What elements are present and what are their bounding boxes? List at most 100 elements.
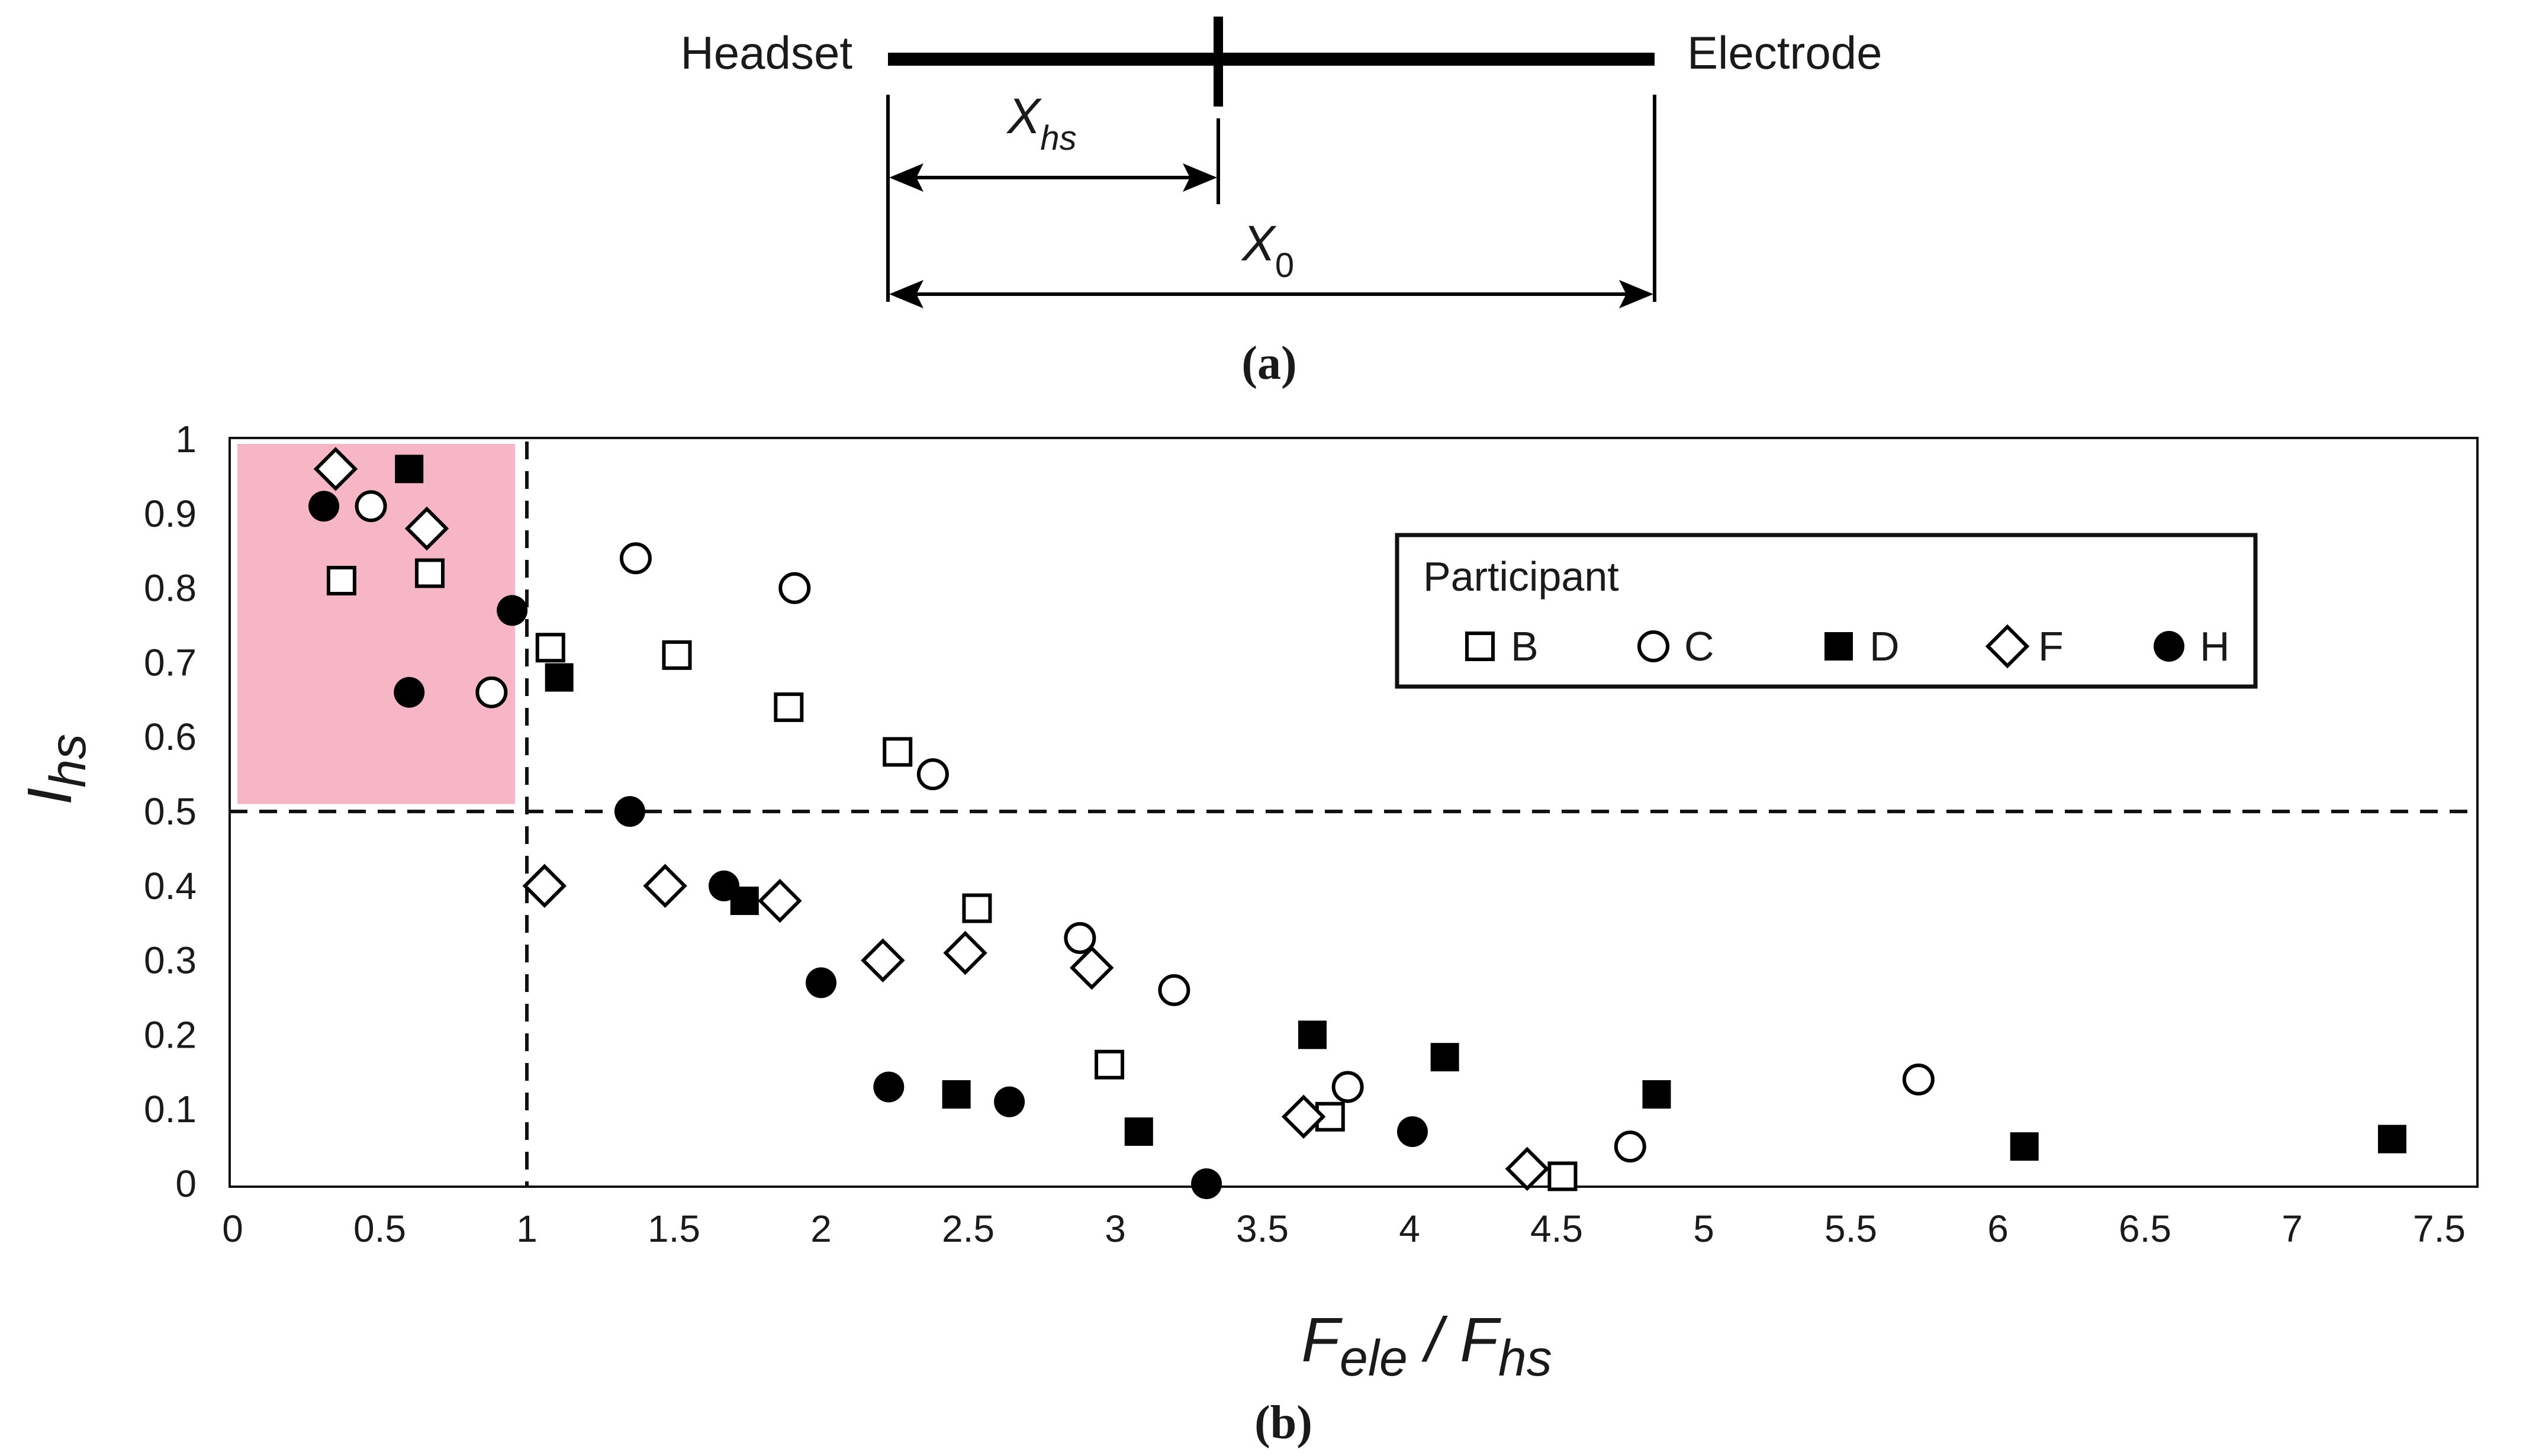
data-point xyxy=(758,878,802,923)
data-point xyxy=(1298,1020,1327,1049)
legend-title: Participant xyxy=(1423,553,1619,600)
x-axis-label: Fele / Fhs xyxy=(1301,1305,1552,1387)
xhs-label: Xhs xyxy=(1006,88,1076,157)
x-tick-label: 2 xyxy=(810,1207,832,1250)
data-point xyxy=(2010,1132,2039,1161)
data-point xyxy=(643,864,687,909)
x0-dimension-arrow xyxy=(889,280,1653,308)
diagram-panel: Headset Electrode Xhs X0 (a) xyxy=(680,17,1882,389)
legend-label-h: H xyxy=(2200,623,2230,669)
series-c xyxy=(355,490,1935,1163)
data-point xyxy=(861,938,905,983)
data-point xyxy=(1281,1094,1326,1139)
y-tick-label: 0.4 xyxy=(144,865,197,907)
x-tick-label: 1.5 xyxy=(648,1207,700,1250)
data-point xyxy=(522,864,567,909)
data-point xyxy=(1547,1161,1578,1191)
data-point xyxy=(475,676,508,708)
y-tick-label: 0 xyxy=(175,1162,197,1205)
data-point xyxy=(1124,1117,1153,1146)
electrode-label: Electrode xyxy=(1687,27,1882,79)
data-point xyxy=(355,490,387,523)
y-axis-label: Ihs xyxy=(15,734,96,805)
data-point xyxy=(414,558,445,588)
y-tick-label: 0.2 xyxy=(144,1013,197,1056)
x-axis-ticks: 0 0.5 1 1.5 2 2.5 3 3.5 4 4.5 5 5.5 6 6.5 7 7.5 xyxy=(222,1207,2466,1250)
data-point xyxy=(943,930,987,975)
x-tick-label: 3 xyxy=(1105,1207,1126,1250)
data-point xyxy=(395,455,424,484)
legend-marker-d xyxy=(1824,632,1853,661)
x-tick-label: 2.5 xyxy=(942,1207,995,1250)
y-axis-ticks: 0 0.1 0.2 0.3 0.4 0.5 0.6 0.7 0.8 0.9 1 xyxy=(144,418,197,1205)
data-point xyxy=(1396,1116,1428,1147)
x-tick-label: 6 xyxy=(1987,1207,2009,1250)
x-tick-label: 7 xyxy=(2281,1207,2303,1250)
data-point xyxy=(1095,1049,1125,1080)
data-point xyxy=(614,796,645,827)
data-point xyxy=(404,506,449,551)
data-point xyxy=(1902,1063,1935,1096)
x-tick-label: 5.5 xyxy=(1824,1207,1877,1250)
data-point xyxy=(535,633,565,663)
data-point xyxy=(994,1086,1025,1117)
data-point xyxy=(394,677,425,708)
data-point xyxy=(2377,1125,2406,1154)
y-tick-label: 0.8 xyxy=(144,567,197,610)
data-point xyxy=(1614,1130,1646,1163)
y-tick-label: 0.3 xyxy=(144,939,197,982)
legend-box xyxy=(1395,533,2258,689)
data-point xyxy=(326,566,356,596)
xhs-dimension-arrow xyxy=(889,163,1217,192)
x-tick-label: 7.5 xyxy=(2413,1207,2466,1250)
series-f xyxy=(313,447,1550,1191)
data-point xyxy=(806,967,836,998)
data-point xyxy=(962,893,992,923)
data-point xyxy=(942,1080,971,1109)
legend-label-f: F xyxy=(2038,623,2064,669)
y-tick-label: 0.1 xyxy=(144,1088,197,1130)
x-tick-label: 1 xyxy=(516,1207,538,1250)
y-tick-label: 0.6 xyxy=(144,716,197,758)
data-point xyxy=(1191,1168,1222,1199)
data-point xyxy=(497,595,528,626)
data-point xyxy=(1430,1043,1459,1072)
legend-marker-f xyxy=(1985,624,2030,669)
x0-label: X0 xyxy=(1241,215,1294,285)
data-point xyxy=(916,758,949,791)
data-point xyxy=(662,640,692,670)
data-point xyxy=(778,572,811,604)
x-tick-label: 5 xyxy=(1693,1207,1714,1250)
series-h xyxy=(308,491,1428,1199)
legend-label-b: B xyxy=(1511,623,1539,669)
data-point xyxy=(774,692,804,722)
data-point xyxy=(1069,945,1114,990)
x-tick-label: 4.5 xyxy=(1530,1207,1583,1250)
data-point xyxy=(313,447,358,491)
x-tick-label: 0.5 xyxy=(353,1207,406,1250)
x-tick-label: 3.5 xyxy=(1236,1207,1289,1250)
data-point xyxy=(1642,1080,1671,1109)
data-point xyxy=(1064,922,1096,954)
data-markers xyxy=(308,447,2406,1199)
legend-marker-c xyxy=(1637,630,1669,662)
data-point xyxy=(873,1071,905,1103)
series-d xyxy=(395,455,2406,1161)
legend-label-d: D xyxy=(1869,623,1900,669)
x-tick-label: 6.5 xyxy=(2119,1207,2171,1250)
data-point xyxy=(545,663,574,692)
data-point xyxy=(708,870,739,901)
panel-a-caption: (a) xyxy=(1241,337,1296,389)
panel-b-caption: (b) xyxy=(1254,1397,1312,1449)
data-point xyxy=(1158,974,1190,1006)
y-tick-label: 0.7 xyxy=(144,641,197,684)
legend-marker-h xyxy=(2154,631,2184,662)
x-tick-label: 0 xyxy=(222,1207,243,1250)
data-point xyxy=(1505,1146,1550,1191)
y-tick-label: 0.5 xyxy=(144,790,197,833)
chart-panel: 0 0.5 1 1.5 2 2.5 3 3.5 4 4.5 5 5.5 6 6.5 7 7.5 0 0.1 0.2… xyxy=(15,418,2479,1449)
data-point xyxy=(1331,1071,1364,1103)
y-tick-label: 1 xyxy=(175,418,197,460)
legend-marker-b xyxy=(1465,632,1495,661)
